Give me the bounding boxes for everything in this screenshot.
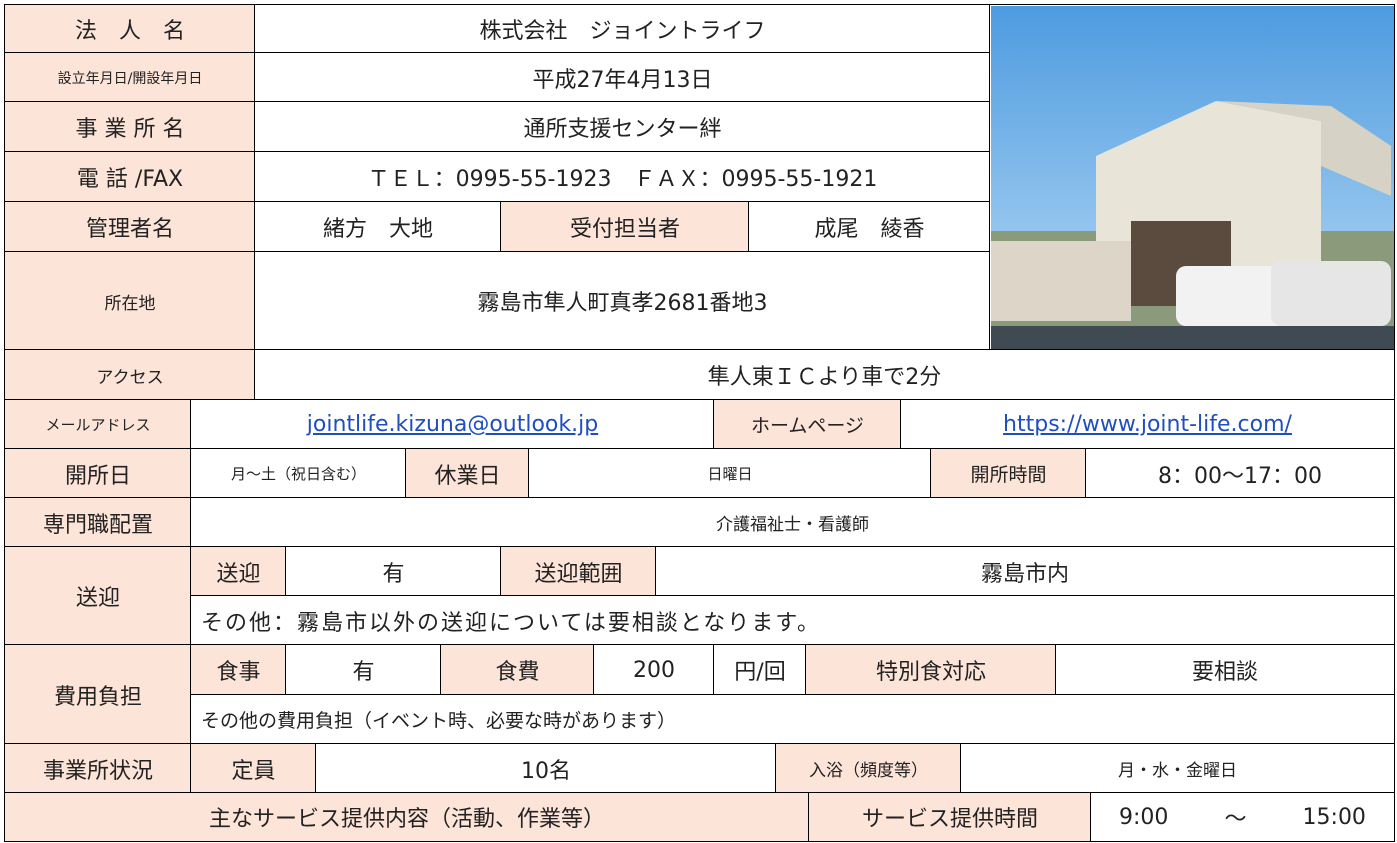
label: メールアドレス [4, 399, 192, 450]
unit: 円/回 [713, 644, 807, 696]
email-link[interactable]: jointlife.kizuna@outlook.jp [306, 412, 599, 437]
label: 食費 [440, 644, 595, 696]
homepage-link[interactable]: https://www.joint-life.com/ [1003, 412, 1292, 437]
label: 設立年月日/開設年月日 [4, 52, 256, 103]
label: 管理者名 [4, 201, 256, 253]
label: 定員 [190, 743, 317, 794]
label: 入浴（頻度等） [775, 743, 962, 794]
value: 月～土（祝日含む） [190, 448, 407, 499]
label: 専門職配置 [4, 497, 192, 548]
label: 送迎 [4, 546, 192, 646]
label: 特別食対応 [805, 644, 1057, 696]
label: 所在地 [4, 251, 256, 351]
label: 食事 [190, 644, 287, 696]
label: 法 人 名 [4, 4, 256, 54]
label: 送迎 [190, 546, 287, 597]
value: ＴＥＬ：0995-55-1923 ＦＡＸ：0995-55-1921 [254, 151, 991, 203]
value: 介護福祉士・看護師 [190, 497, 1395, 548]
building-photo [990, 5, 1394, 350]
value: 200 [593, 644, 715, 696]
value: 有 [285, 644, 442, 696]
value: 要相談 [1055, 644, 1395, 696]
label: サービス提供時間 [808, 792, 1092, 842]
value: 霧島市内 [655, 546, 1395, 597]
label: 受付担当者 [500, 201, 750, 253]
label: 開所日 [4, 448, 192, 499]
value: 有 [285, 546, 502, 597]
label: ホームページ [713, 399, 902, 450]
value: 8：00～17：00 [1085, 448, 1395, 499]
start-time: 9:00 [1119, 804, 1169, 830]
label: 事業所状況 [4, 743, 192, 794]
value: 成尾 綾香 [748, 201, 991, 253]
label: アクセス [4, 349, 256, 401]
value: jointlife.kizuna@outlook.jp [190, 399, 715, 450]
value: 隼人東ＩＣより車で2分 [254, 349, 1395, 401]
label: 事 業 所 名 [4, 101, 256, 153]
value: 株式会社 ジョイントライフ [254, 4, 991, 54]
value: 平成27年4月13日 [254, 52, 991, 103]
value: 通所支援センター絆 [254, 101, 991, 153]
value: 9:00 ～ 15:00 [1090, 792, 1395, 842]
label: 電 話 /FAX [4, 151, 256, 203]
separator: ～ [1224, 807, 1247, 832]
label: 送迎範囲 [500, 546, 657, 597]
value: 霧島市隼人町真孝2681番地3 [254, 251, 991, 351]
label: 費用負担 [4, 644, 192, 745]
label: 主なサービス提供内容（活動、作業等） [4, 792, 810, 842]
value: 月・水・金曜日 [960, 743, 1395, 794]
note: その他：霧島市以外の送迎については要相談となります。 [190, 595, 1395, 646]
value: https://www.joint-life.com/ [900, 399, 1395, 450]
label: 休業日 [405, 448, 530, 499]
label: 開所時間 [930, 448, 1087, 499]
end-time: 15:00 [1302, 804, 1366, 830]
value: 緒方 大地 [254, 201, 502, 253]
value: 10名 [315, 743, 777, 794]
photo [989, 4, 1395, 351]
value: 日曜日 [528, 448, 932, 499]
note: その他の費用負担（イベント時、必要な時があります） [190, 694, 1395, 745]
